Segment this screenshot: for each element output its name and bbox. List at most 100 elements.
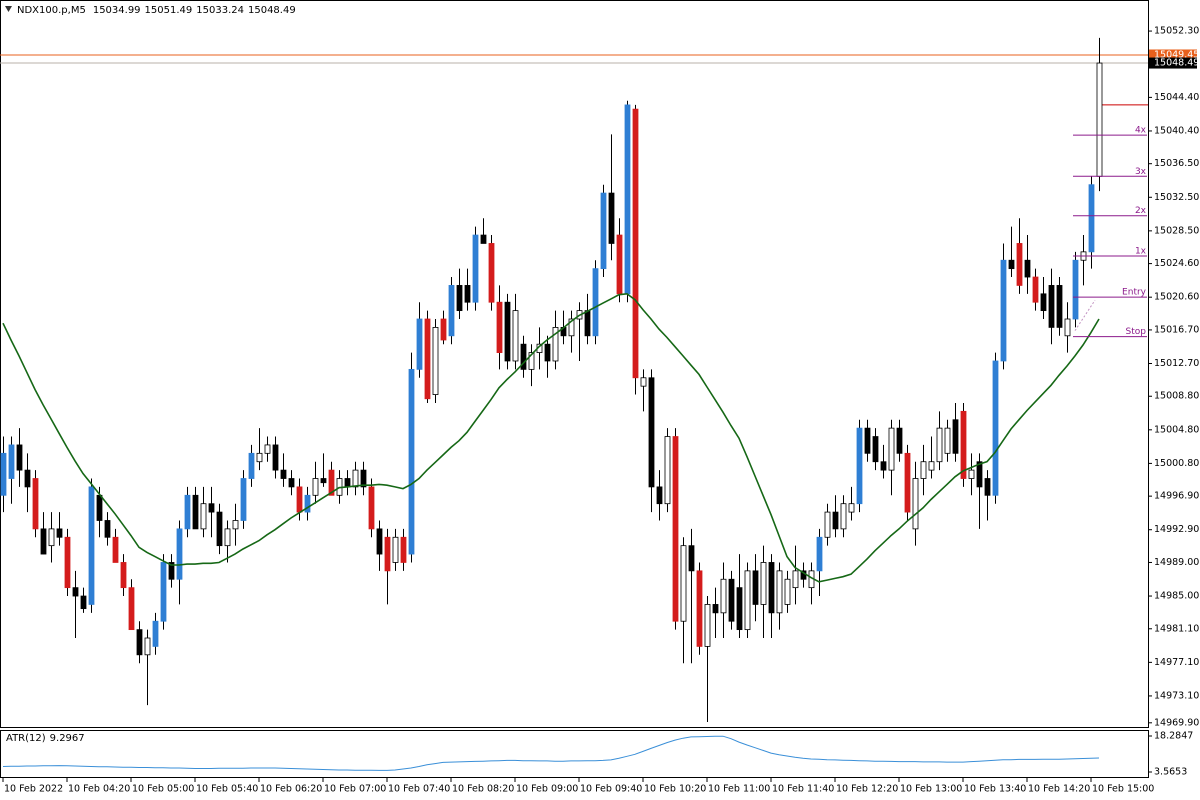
candle-body	[72, 587, 79, 597]
plot-area: 15052.30 15044.40 15040.40 15036.50 15032.50…	[0, 26, 1199, 795]
low: 15033.24	[196, 5, 244, 16]
candle-body	[384, 536, 391, 572]
candle-body	[208, 503, 215, 513]
y-tick-label: 15036.50	[1154, 158, 1199, 169]
moving-average	[2, 292, 1100, 583]
y-tick-label: 15000.80	[1154, 458, 1199, 469]
x-tick-label: 10 Feb 13:00	[900, 784, 962, 795]
candle-body	[936, 427, 943, 463]
candle-body	[200, 503, 207, 530]
candle-body	[176, 528, 183, 580]
candle-body	[1072, 259, 1079, 320]
candle-body	[680, 545, 687, 622]
candle-body	[440, 318, 447, 341]
candle-body	[872, 436, 879, 463]
candle-body	[992, 360, 999, 496]
candle-body	[600, 192, 607, 270]
x-tick-label: 10 Feb 10:20	[644, 784, 706, 795]
atr-panel	[0, 730, 1149, 778]
candle-body	[232, 520, 239, 530]
candle-body	[296, 486, 303, 513]
x-tick-label: 10 Feb 09:00	[516, 784, 578, 795]
candle-body	[240, 478, 247, 521]
y-tick-label: 15028.50	[1154, 225, 1199, 236]
candle-body	[592, 268, 599, 337]
x-tick-label: 10 Feb 05:40	[196, 784, 258, 795]
y-tick-label: 15024.60	[1154, 258, 1199, 269]
y-tick-label: 15004.80	[1154, 424, 1199, 435]
candle-body	[728, 578, 735, 622]
candle-body	[104, 520, 111, 538]
y-tick-label: 14981.10	[1154, 623, 1199, 634]
candle-body	[784, 578, 791, 605]
candle-body	[144, 637, 151, 656]
candle-body	[960, 410, 967, 479]
level-label: Entry	[1122, 288, 1147, 298]
candle-body	[120, 562, 127, 589]
candle-body	[744, 570, 751, 631]
candle-body	[632, 108, 639, 379]
candle-body	[888, 427, 895, 471]
candle-body	[16, 444, 23, 471]
candle-body	[768, 562, 775, 614]
candle-body	[96, 494, 103, 521]
candle-body	[256, 452, 263, 463]
candle-body	[160, 562, 167, 622]
candle-body	[352, 469, 359, 488]
level-label: 2x	[1135, 206, 1147, 216]
y-tick-label: 15016.70	[1154, 324, 1199, 335]
atr-title: ATR(12) 9.2967	[6, 733, 85, 744]
x-tick-label: 10 Feb 06:20	[260, 784, 322, 795]
candle-body	[664, 436, 671, 505]
candle-body	[1048, 285, 1055, 328]
candle-body	[904, 452, 911, 513]
x-tick-label: 10 Feb 08:20	[452, 784, 514, 795]
candle-body	[0, 452, 7, 496]
x-tick-label: 10 Feb 2022	[4, 784, 63, 795]
candle-body	[624, 104, 631, 295]
candle-body	[976, 461, 983, 488]
candle-body	[40, 528, 47, 555]
candle-body	[328, 469, 335, 496]
y-tick-label: 15040.40	[1154, 125, 1199, 136]
candle-body	[24, 469, 31, 488]
candle-body	[168, 562, 175, 580]
candle-body	[48, 528, 55, 547]
candle-body	[1016, 243, 1023, 286]
candle-body	[696, 570, 703, 647]
bid-box	[1149, 49, 1197, 61]
candle-body	[424, 318, 431, 400]
candle-body	[552, 327, 559, 362]
candle-body	[672, 436, 679, 622]
candle-body	[520, 343, 527, 370]
candle-body	[392, 536, 399, 563]
candle-body	[760, 562, 767, 605]
candle-body	[1064, 318, 1071, 337]
candle-body	[1088, 184, 1095, 253]
close: 15048.49	[248, 5, 296, 16]
candle-body	[840, 503, 847, 530]
candle-body	[88, 486, 95, 605]
candle-body	[704, 604, 711, 647]
header: NDX100.p,M5 15034.99 15051.49 15033.24 15048…	[17, 5, 296, 16]
atr-tick-label: 18.2847	[1154, 731, 1193, 742]
y-tick-label: 15032.50	[1154, 192, 1199, 203]
atr-name: ATR(12)	[6, 733, 46, 744]
candle-body	[848, 503, 855, 513]
candle-body	[688, 545, 695, 572]
candle-body	[880, 461, 887, 471]
candle-body	[224, 528, 231, 547]
candle-body	[952, 419, 959, 454]
candle-body	[288, 478, 295, 488]
candle-body	[488, 243, 495, 303]
y-tick-label: 15008.80	[1154, 391, 1199, 402]
y-tick-label: 14989.00	[1154, 557, 1199, 568]
candle-body	[1096, 62, 1103, 177]
candle-body	[64, 536, 71, 589]
candle-body	[896, 427, 903, 454]
candle-body	[136, 629, 143, 656]
candle-body	[312, 478, 319, 496]
candle-body	[584, 310, 591, 337]
candle-body	[56, 528, 63, 538]
